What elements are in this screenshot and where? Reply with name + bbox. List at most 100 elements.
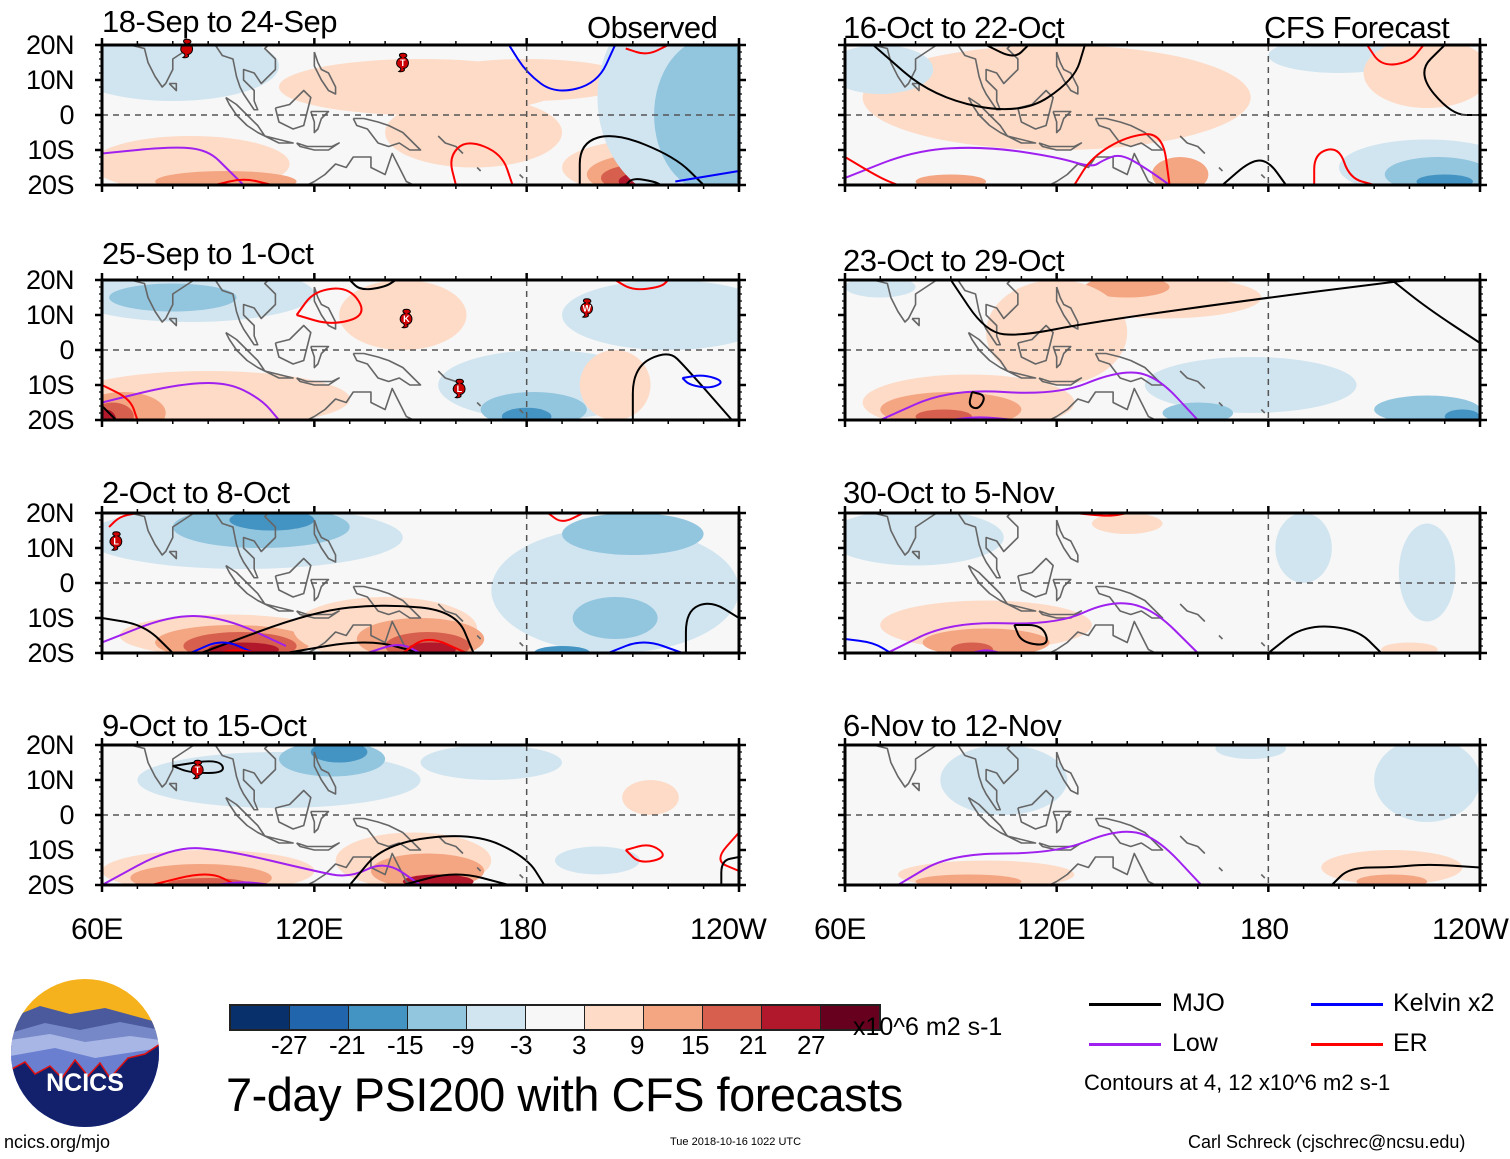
mjo-contour — [1331, 863, 1480, 885]
coastline — [1034, 387, 1156, 420]
anomaly-region — [1363, 45, 1480, 108]
coastline — [1038, 610, 1083, 619]
anomaly-region — [562, 513, 704, 555]
cyclone-letter: W — [583, 304, 592, 314]
anomaly-region — [491, 527, 739, 653]
anomaly-region — [385, 97, 563, 168]
y-tick-label: 10N — [25, 765, 75, 795]
coastline — [274, 89, 312, 130]
coastline — [950, 513, 1019, 579]
anomaly-region — [1384, 157, 1480, 185]
map-panel-fc2 — [838, 273, 1487, 427]
coastline — [310, 810, 330, 834]
colorbar-swatch-9 — [762, 1006, 821, 1029]
coastline — [168, 82, 178, 92]
mjo-contour — [578, 135, 705, 185]
coastline — [352, 585, 422, 619]
map-panel-fc3 — [838, 506, 1487, 660]
map-panel-obs2: K W L — [95, 273, 746, 427]
colorbar-units: x10^6 m2 s-1 — [853, 1013, 1003, 1041]
map-panel-fc4 — [838, 738, 1487, 892]
low-contour — [897, 830, 1203, 885]
colorbar-tick-label: 3 — [572, 1030, 586, 1060]
tropical-cyclone-icon: L — [109, 531, 123, 551]
footer-author: Carl Schreck (cjschrec@ncsu.edu) — [1188, 1132, 1466, 1152]
anomaly-region — [862, 45, 1251, 150]
anomaly-region — [1398, 523, 1456, 622]
y-tick-label: 20S — [27, 638, 74, 668]
coastline — [1006, 603, 1037, 612]
coastline — [950, 45, 1019, 111]
colorbar-tick-label: 21 — [739, 1030, 767, 1060]
er-contour — [845, 156, 899, 185]
colorbar-swatch-2 — [349, 1006, 408, 1029]
coastline — [1052, 345, 1072, 369]
coastline — [130, 280, 195, 323]
coastline — [352, 352, 422, 386]
coastline — [476, 401, 482, 407]
coastline — [1260, 408, 1266, 414]
er-contour — [625, 45, 669, 55]
contour-note: Contours at 4, 12 x10^6 m2 s-1 — [1084, 1070, 1391, 1095]
y-tick-label: 0 — [59, 800, 74, 830]
coastline — [292, 852, 414, 885]
anomaly-region — [622, 780, 679, 815]
colorbar-tick-label: -9 — [451, 1030, 475, 1060]
map-panel-obs4: T — [95, 738, 746, 892]
coastline — [519, 408, 524, 414]
low-contour — [102, 146, 245, 185]
coastline — [225, 796, 266, 837]
er-contour — [450, 142, 514, 185]
forecast-label: CFS Forecast — [1264, 10, 1450, 45]
tropical-cyclone-icon: W — [580, 298, 593, 318]
anomaly-region — [1381, 642, 1438, 653]
coastline — [1017, 557, 1054, 598]
coastline — [873, 513, 938, 556]
legend-label-low: Low — [1172, 1029, 1218, 1057]
coastline — [1179, 370, 1206, 390]
coastline — [310, 578, 330, 602]
colorbar-swatch-4 — [467, 1006, 526, 1029]
colorbar-swatch-7 — [644, 1006, 703, 1029]
mjo-contour — [1267, 625, 1382, 653]
low-contour — [886, 602, 1199, 653]
coastline — [296, 377, 340, 386]
footer-url[interactable]: ncics.org/mjo — [4, 1132, 111, 1152]
colorbar-tick-label: -15 — [386, 1030, 424, 1060]
coastline — [1094, 117, 1164, 151]
legend-label-mjo: MJO — [1172, 989, 1225, 1017]
anomaly-region — [940, 745, 1068, 815]
coastline — [313, 519, 337, 563]
coastline — [911, 782, 920, 792]
colorbar-tick-label: 27 — [797, 1030, 825, 1060]
y-tick-label: 10N — [25, 533, 75, 563]
anomaly-region — [1374, 745, 1480, 822]
kelvin-contour — [508, 45, 617, 92]
panel-title-obs3: 2-Oct to 8-Oct — [102, 475, 290, 510]
panel-title-obs2: 25-Sep to 1-Oct — [102, 236, 314, 271]
coastline — [1038, 142, 1083, 151]
x-tick-180-right: 180 — [1240, 913, 1289, 946]
anomaly-region — [533, 646, 591, 653]
coastline — [296, 842, 340, 851]
coastline — [168, 550, 178, 560]
anomaly-region — [579, 350, 651, 420]
x-tick-180-left: 180 — [498, 913, 547, 946]
y-tick-label: 0 — [59, 100, 74, 130]
y-tick-label: 20N — [25, 30, 75, 60]
colorbar-tick-label: -27 — [270, 1030, 308, 1060]
anomaly-region — [1356, 874, 1428, 885]
coastline — [1094, 352, 1164, 386]
anomaly-region — [572, 597, 658, 639]
colorbar-tick-label: 9 — [630, 1030, 644, 1060]
legend-line-er — [1311, 1043, 1383, 1046]
map-panel-fc1 — [838, 38, 1487, 192]
coastline — [310, 110, 330, 134]
coastline — [1218, 866, 1224, 872]
coastline — [1218, 166, 1224, 172]
mjo-contour — [102, 617, 174, 653]
anomaly-region — [915, 874, 1022, 885]
anomaly-region — [102, 45, 279, 101]
anomaly-region — [915, 174, 987, 185]
cyclone-letter: T — [195, 765, 201, 775]
